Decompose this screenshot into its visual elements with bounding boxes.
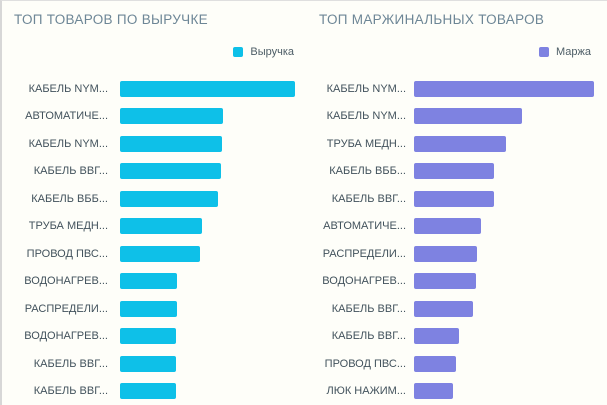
- chart-row: КАБЕЛЬ NYM...: [14, 75, 296, 103]
- bar[interactable]: [120, 328, 176, 345]
- bar[interactable]: [120, 190, 218, 207]
- legend-item-margin[interactable]: Маржа: [539, 45, 591, 59]
- chart-row: ТРУБА МЕДН...: [319, 130, 595, 158]
- chart-row: КАБЕЛЬ ВВГ...: [319, 295, 595, 323]
- chart-row: ТРУБА МЕДН...: [14, 213, 296, 241]
- bar[interactable]: [120, 108, 224, 125]
- category-label: ВОДОНАГРЕВ...: [322, 275, 406, 288]
- category-label: КАБЕЛЬ NYM...: [326, 110, 406, 123]
- chart-row: КАБЕЛЬ ВББ...: [319, 158, 595, 186]
- bar[interactable]: [414, 108, 522, 125]
- category-label: КАБЕЛЬ ВВГ...: [33, 357, 108, 370]
- bar[interactable]: [414, 355, 456, 372]
- bar[interactable]: [120, 355, 176, 372]
- category-label: ВОДОНАГРЕВ...: [24, 275, 108, 288]
- category-label: РАСПРЕДЕЛИ...: [322, 247, 406, 260]
- legend-item-revenue[interactable]: Выручка: [233, 45, 294, 59]
- bar[interactable]: [120, 163, 221, 180]
- margin-legend-label: Маржа: [556, 46, 591, 58]
- category-label: КАБЕЛЬ ВВГ...: [331, 302, 406, 315]
- chart-row: РАСПРЕДЕЛИ...: [319, 240, 595, 268]
- category-label: ЛЮК НАЖИМ...: [326, 385, 406, 398]
- chart-row: КАБЕЛЬ NYM...: [319, 75, 595, 103]
- chart-row: АВТОМАТИЧЕ...: [14, 103, 296, 131]
- category-label: КАБЕЛЬ ВББ...: [31, 192, 108, 205]
- bar[interactable]: [414, 328, 460, 345]
- bar[interactable]: [414, 300, 473, 317]
- chart-row: КАБЕЛЬ NYM...: [319, 103, 595, 131]
- category-label: КАБЕЛЬ ВВГ...: [33, 165, 108, 178]
- bar[interactable]: [414, 218, 481, 235]
- chart-row: КАБЕЛЬ ВВГ...: [14, 158, 296, 186]
- revenue-chart-title: ТОП ТОВАРОВ ПО ВЫРУЧКЕ: [14, 12, 208, 25]
- revenue-legend: Выручка: [14, 45, 296, 59]
- category-label: РАСПРЕДЕЛИ...: [24, 302, 108, 315]
- chart-row: АВТОМАТИЧЕ...: [319, 213, 595, 241]
- bar[interactable]: [414, 135, 506, 152]
- bar[interactable]: [120, 245, 200, 262]
- margin-bars-area: КАБЕЛЬ NYM... КАБЕЛЬ NYM... ТРУБА МЕДН... К…: [319, 75, 595, 405]
- bar[interactable]: [414, 80, 594, 97]
- category-label: КАБЕЛЬ ВВГ...: [331, 330, 406, 343]
- bar[interactable]: [414, 273, 476, 290]
- bar[interactable]: [120, 80, 295, 97]
- chart-row: КАБЕЛЬ NYM...: [14, 130, 296, 158]
- chart-row: КАБЕЛЬ ВВГ...: [319, 323, 595, 351]
- category-label: КАБЕЛЬ NYM...: [28, 82, 108, 95]
- margin-chart-panel: ТОП МАРЖИНАЛЬНЫХ ТОВАРОВ Маржа КАБЕЛЬ NY…: [304, 1, 607, 405]
- bar[interactable]: [414, 245, 477, 262]
- revenue-chart-panel: ТОП ТОВАРОВ ПО ВЫРУЧКЕ Выручка КАБЕЛЬ NY…: [2, 1, 304, 405]
- bar[interactable]: [120, 300, 177, 317]
- category-label: ТРУБА МЕДН...: [28, 220, 108, 233]
- category-label: КАБЕЛЬ NYM...: [326, 82, 406, 95]
- bar[interactable]: [120, 135, 223, 152]
- margin-chart-title: ТОП МАРЖИНАЛЬНЫХ ТОВАРОВ: [319, 12, 545, 25]
- chart-row: КАБЕЛЬ ВББ...: [14, 185, 296, 213]
- category-label: ПРОВОД ПВС...: [324, 357, 406, 370]
- chart-row: КАБЕЛЬ ВВГ...: [14, 350, 296, 378]
- category-label: КАБЕЛЬ ВВГ...: [331, 192, 406, 205]
- bar[interactable]: [414, 383, 454, 400]
- chart-row: ПРОВОД ПВС...: [319, 350, 595, 378]
- revenue-legend-label: Выручка: [250, 46, 294, 58]
- bar[interactable]: [120, 218, 203, 235]
- category-label: АВТОМАТИЧЕ...: [25, 110, 108, 123]
- category-label: ТРУБА МЕДН...: [326, 137, 406, 150]
- margin-legend-swatch-icon: [539, 47, 549, 57]
- bar[interactable]: [120, 383, 177, 400]
- chart-row: ВОДОНАГРЕВ...: [14, 268, 296, 296]
- chart-row: КАБЕЛЬ ВВГ...: [319, 185, 595, 213]
- category-label: КАБЕЛЬ ВВГ...: [33, 385, 108, 398]
- bar[interactable]: [414, 163, 495, 180]
- chart-row: ВОДОНАГРЕВ...: [14, 323, 296, 351]
- chart-row: КАБЕЛЬ ВВГ...: [14, 378, 296, 405]
- chart-row: ВОДОНАГРЕВ...: [319, 268, 595, 296]
- category-label: КАБЕЛЬ NYM...: [28, 137, 108, 150]
- category-label: ПРОВОД ПВС...: [26, 247, 108, 260]
- category-label: КАБЕЛЬ ВББ...: [329, 165, 406, 178]
- category-label: АВТОМАТИЧЕ...: [323, 220, 406, 233]
- margin-legend: Маржа: [319, 45, 595, 59]
- chart-row: ЛЮК НАЖИМ...: [319, 378, 595, 405]
- revenue-bars-area: КАБЕЛЬ NYM... АВТОМАТИЧЕ... КАБЕЛЬ NYM... К…: [14, 75, 296, 405]
- chart-row: РАСПРЕДЕЛИ...: [14, 295, 296, 323]
- revenue-legend-swatch-icon: [233, 47, 244, 57]
- chart-row: ПРОВОД ПВС...: [14, 240, 296, 268]
- category-label: ВОДОНАГРЕВ...: [24, 330, 108, 343]
- bar[interactable]: [120, 273, 177, 290]
- bar[interactable]: [414, 190, 494, 207]
